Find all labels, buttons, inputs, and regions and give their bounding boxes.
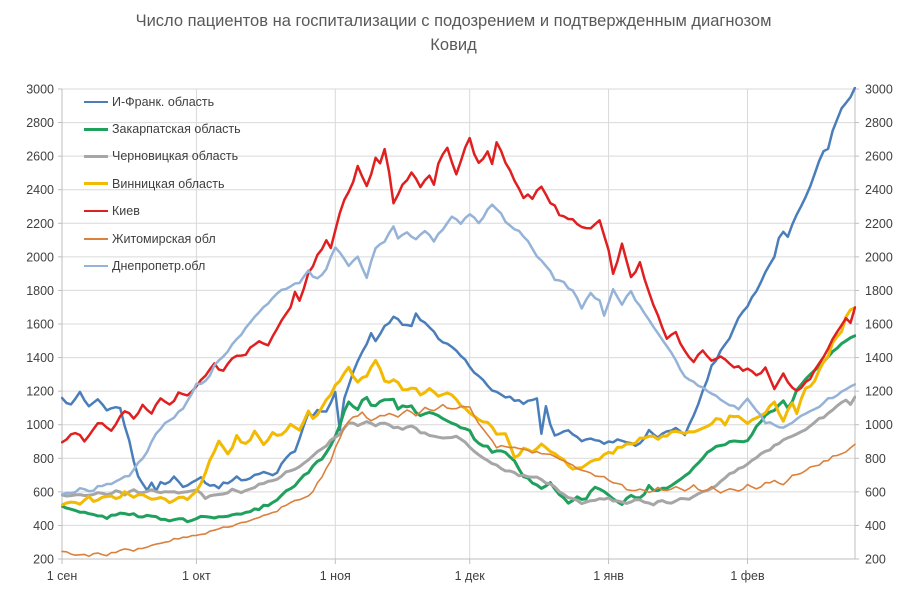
legend-line-swatch [84,154,108,158]
legend-item-2: Закарпатская область [84,115,241,142]
legend-item-1: И-Франк. область [84,88,241,115]
series-line-7 [61,203,856,496]
legend-label: Житомирская обл [112,231,216,246]
legend-line-swatch [84,182,108,186]
y-axis-label-left: 1600 [26,318,54,332]
y-axis-label-left: 1000 [26,418,54,432]
y-axis-label-left: 1200 [26,385,54,399]
legend-label: Киев [112,204,140,219]
y-axis-label-left: 2600 [26,150,54,164]
x-axis-label: 1 окт [182,569,211,583]
x-axis-label: 1 фев [730,569,765,583]
x-axis-label: 1 янв [593,569,624,583]
legend-label: Винницкая область [112,176,225,191]
legend: И-Франк. область Закарпатская область Черн… [84,88,241,280]
x-axis-label: 1 сен [47,569,78,583]
y-axis-label-right: 400 [865,519,886,533]
y-axis-label-right: 800 [865,452,886,466]
y-axis-label-right: 2800 [865,116,893,130]
y-axis-label-left: 2000 [26,250,54,264]
legend-label: Закарпатская область [112,122,241,137]
y-axis-label-right: 2400 [865,183,893,197]
legend-item-4: Винницкая область [84,170,241,197]
legend-label: Днепропетр.обл [112,259,206,274]
legend-line-swatch [84,237,108,240]
y-axis-label-right: 1800 [865,284,893,298]
y-axis-label-right: 1600 [865,318,893,332]
legend-line-swatch [84,100,108,103]
legend-line-swatch [84,265,108,268]
y-axis-label-left: 2800 [26,116,54,130]
series-line-2 [61,334,856,524]
legend-item-5: Киев [84,198,241,225]
y-axis-label-right: 1000 [865,418,893,432]
chart-title: Число пациентов на госпитализации с подо… [135,12,772,54]
series-line-3 [61,395,856,507]
x-axis-label: 1 ноя [320,569,351,583]
y-axis-label-left: 2200 [26,217,54,231]
y-axis-label-right: 2000 [865,250,893,264]
y-axis-label-right: 1400 [865,351,893,365]
y-axis-label-left: 800 [33,452,54,466]
legend-line-swatch [84,210,108,213]
series-line-4 [61,306,856,507]
y-axis-label-right: 200 [865,553,886,567]
y-axis-label-left: 600 [33,485,54,499]
legend-item-3: Черновицкая область [84,143,241,170]
legend-item-7: Днепропетр.обл [84,252,241,279]
legend-line-swatch [84,127,108,131]
y-axis-label-left: 2400 [26,183,54,197]
y-axis-label-right: 3000 [865,83,893,97]
y-axis-label-left: 1400 [26,351,54,365]
y-axis-label-right: 2600 [865,150,893,164]
y-axis-label-right: 2200 [865,217,893,231]
y-axis-label-left: 400 [33,519,54,533]
series-group [61,87,856,558]
y-axis-label-right: 1200 [865,385,893,399]
series-line-1 [61,87,856,492]
y-axis-label-left: 1800 [26,284,54,298]
legend-label: И-Франк. область [112,94,215,109]
legend-item-6: Житомирская обл [84,225,241,252]
y-axis-label-left: 200 [33,553,54,567]
series-line-6 [61,403,856,558]
y-axis-label-left: 3000 [26,83,54,97]
legend-label: Черновицкая область [112,149,239,164]
y-axis-label-right: 600 [865,485,886,499]
x-axis-label: 1 дек [455,569,486,583]
